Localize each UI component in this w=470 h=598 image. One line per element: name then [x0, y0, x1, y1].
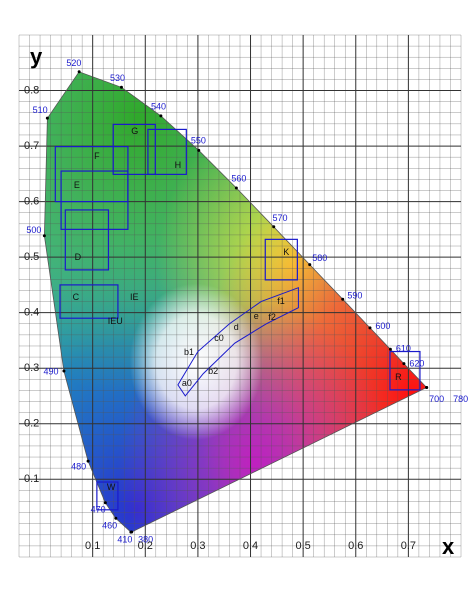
locus-point — [62, 369, 66, 373]
wavelength-label: 520 — [66, 58, 81, 68]
region-label: W — [107, 482, 116, 492]
region-label: e — [254, 311, 259, 321]
locus-point — [388, 347, 392, 351]
color-fill — [44, 71, 427, 533]
region-band — [177, 286, 299, 397]
y-tick-label: 0.2 — [24, 418, 39, 430]
locus-point — [119, 85, 123, 89]
y-axis-label: y — [30, 44, 43, 69]
region-box — [96, 481, 119, 511]
wavelength-label: 500 — [26, 225, 41, 235]
locus-point — [308, 263, 312, 267]
x-axis-label: x — [442, 534, 455, 559]
x-tick-label: 0.5 — [295, 540, 310, 552]
y-tick-label: 0.4 — [24, 307, 39, 319]
locus-point — [45, 116, 49, 120]
wavelength-label: 550 — [191, 136, 206, 146]
region-label: a0 — [182, 378, 192, 388]
wavelength-label: 600 — [375, 321, 390, 331]
locus-point — [368, 326, 372, 330]
region-label: d — [234, 322, 239, 332]
region-label: R — [395, 372, 402, 382]
wavelength-label: 530 — [110, 73, 125, 83]
region-box — [112, 123, 156, 175]
locus-point — [272, 225, 276, 229]
locus-point — [402, 362, 406, 366]
y-tick-label: 0.1 — [24, 473, 39, 485]
region-label: F — [94, 151, 100, 161]
locus-point — [341, 297, 345, 301]
region-box — [147, 128, 187, 175]
wavelength-label: 510 — [33, 105, 48, 115]
region-label: H — [175, 160, 182, 170]
wavelength-label: 380 — [138, 534, 153, 544]
wavelength-label: 410 — [117, 534, 132, 544]
wavelength-label: 610 — [396, 344, 411, 354]
region-label: c0 — [214, 333, 224, 343]
x-tick-label: 0.2 — [138, 540, 153, 552]
region-label: b1 — [184, 347, 194, 357]
region-label: E — [74, 180, 80, 190]
wavelength-label: 590 — [347, 290, 362, 300]
region-box — [59, 284, 119, 319]
locus-point — [42, 234, 46, 238]
region-label: D — [75, 252, 82, 262]
locus-point — [234, 186, 238, 190]
wavelength-label: 480 — [71, 462, 86, 472]
region-label: G — [131, 126, 138, 136]
region-box — [389, 350, 421, 391]
locus-point — [114, 516, 118, 520]
wavelength-label: 780 — [453, 394, 468, 404]
locus-point — [86, 459, 90, 463]
wavelength-label: 540 — [151, 101, 166, 111]
wavelength-label: 460 — [102, 521, 117, 531]
wavelength-label: 700 — [429, 394, 444, 404]
region-label: f1 — [277, 296, 285, 306]
region-box — [264, 238, 298, 281]
x-tick-label: 0.3 — [190, 540, 205, 552]
region-label: K — [283, 247, 289, 257]
y-tick-label: 0.8 — [24, 84, 39, 96]
x-tick-label: 0.6 — [348, 540, 363, 552]
wavelength-label: 580 — [312, 253, 327, 263]
locus-point — [103, 501, 107, 505]
region-box — [64, 209, 110, 271]
y-tick-label: 0.6 — [24, 196, 39, 208]
locus-point — [129, 530, 133, 534]
wavelength-label: 490 — [44, 367, 59, 377]
region-box — [60, 170, 129, 230]
x-tick-label: 0.1 — [85, 540, 100, 552]
y-tick-label: 0.3 — [24, 362, 39, 374]
locus-point — [77, 70, 81, 74]
color-gradient — [44, 71, 427, 533]
y-tick-label: 0.5 — [24, 251, 39, 263]
x-tick-label: 0.7 — [401, 540, 416, 552]
locus-point — [197, 148, 201, 152]
region-label: f2 — [268, 312, 276, 322]
wavelength-label: 570 — [272, 213, 287, 223]
wavelength-label: 620 — [409, 358, 424, 368]
y-tick-label: 0.7 — [24, 140, 39, 152]
wavelength-label: 560 — [231, 174, 246, 184]
region-label: C — [73, 292, 80, 302]
locus-point — [159, 114, 163, 118]
x-tick-label: 0.4 — [243, 540, 258, 552]
region-label: b2 — [208, 366, 218, 376]
locus-point — [425, 385, 429, 389]
region-label: IE — [130, 292, 139, 302]
region-label: IEU — [108, 316, 123, 326]
